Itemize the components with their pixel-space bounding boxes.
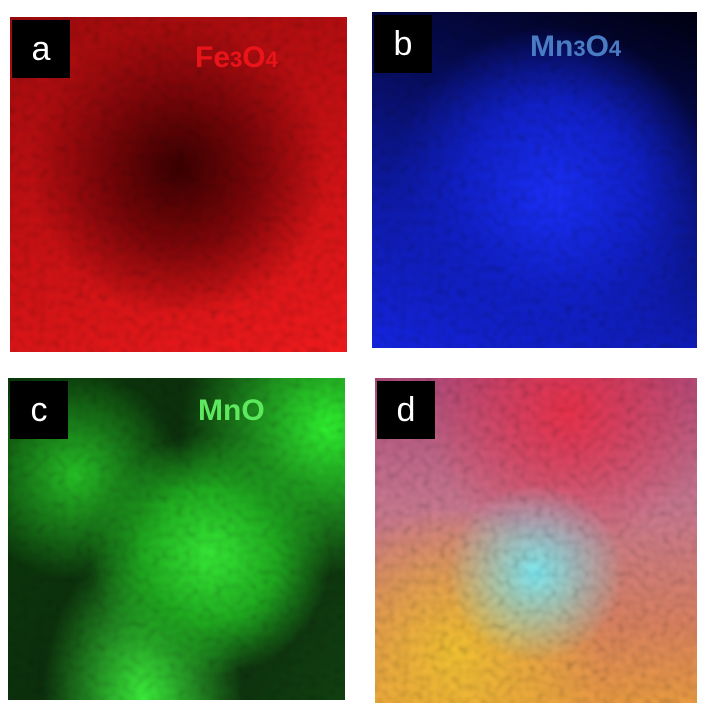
panel-label: c xyxy=(10,381,68,439)
formula-text: MnO xyxy=(198,394,265,427)
formula-text: Fe xyxy=(195,41,231,74)
panel-title: MnO xyxy=(198,394,265,428)
subscript: 3 xyxy=(573,36,586,61)
panel-title: Mn3O4 xyxy=(530,30,621,64)
panel-label: b xyxy=(374,15,432,73)
formula-text: O xyxy=(242,41,266,74)
subscript: 3 xyxy=(230,47,243,72)
panel-title: Fe3O4 xyxy=(195,41,278,75)
formula-text: Mn xyxy=(530,30,574,63)
panel-label: d xyxy=(377,381,435,439)
map-panel: a Fe3O4 xyxy=(10,17,347,352)
panel-label: a xyxy=(12,20,70,78)
map-panel: d xyxy=(375,378,697,703)
subscript: 4 xyxy=(265,47,278,72)
formula-text: O xyxy=(585,30,609,63)
subscript: 4 xyxy=(608,36,622,61)
map-panel: c MnO xyxy=(8,378,345,700)
map-panel: b Mn3O4 xyxy=(372,12,697,348)
